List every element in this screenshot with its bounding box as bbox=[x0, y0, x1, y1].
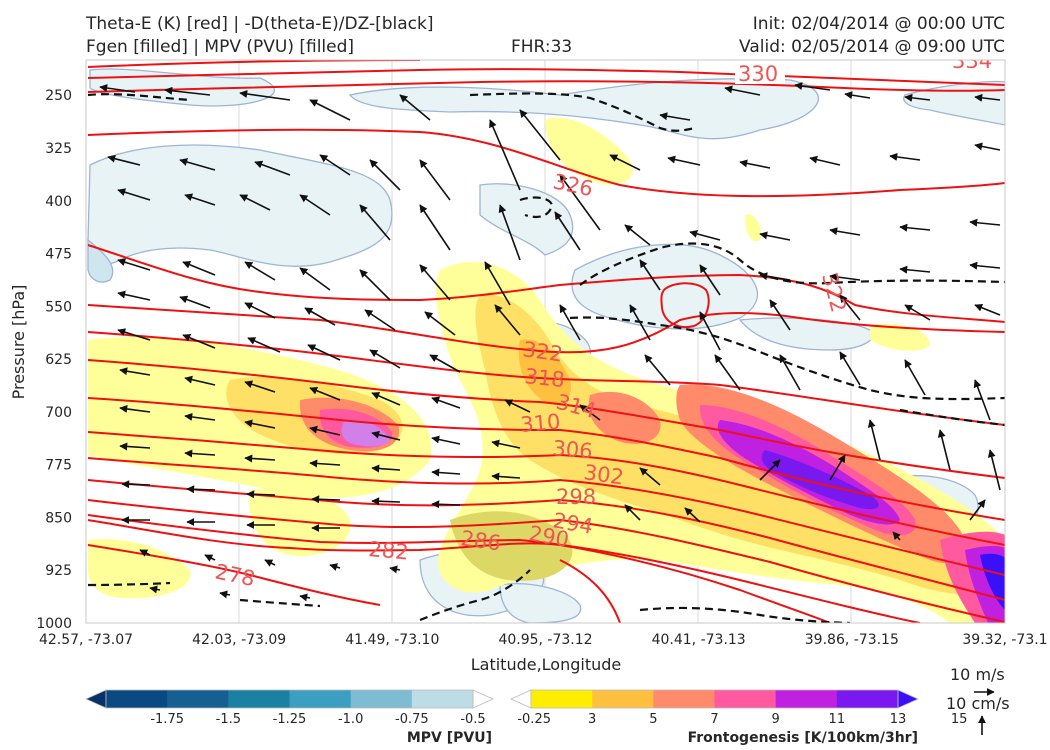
mpv-colorbar-min-extension bbox=[85, 689, 107, 709]
fgen-colorbar-tick: 15 bbox=[951, 712, 968, 727]
fgen-colorbar-segment bbox=[714, 690, 777, 708]
x-tick-label: 39.32, -73.1 bbox=[962, 632, 1047, 648]
y-tick-label: 625 bbox=[45, 352, 72, 368]
mpv-colorbar-tick: -0.75 bbox=[395, 712, 429, 727]
fgen-colorbar-tick: 5 bbox=[649, 712, 657, 727]
fgen-colorbar-segment bbox=[836, 690, 899, 708]
x-tick-label: 42.57, -73.07 bbox=[39, 632, 133, 648]
theta-e-label: 306 bbox=[552, 436, 594, 463]
y-tick-label: 775 bbox=[45, 458, 72, 474]
fgen-colorbar-segment bbox=[592, 690, 654, 708]
fgen-colorbar-tick: 11 bbox=[829, 712, 846, 727]
mpv-colorbar-max-extension bbox=[472, 689, 494, 709]
mpv-colorbar-segment bbox=[350, 690, 413, 708]
mpv-colorbar-title: MPV [PVU] bbox=[407, 730, 492, 746]
theta-e-label: 334 bbox=[952, 49, 992, 73]
mpv-colorbar-tick: -1.5 bbox=[216, 712, 241, 727]
fgen-colorbar-segment bbox=[775, 690, 838, 708]
vector-reference-key: 10 m/s 10 cm/s bbox=[946, 665, 1010, 735]
fgen-colorbar-min-extension bbox=[510, 689, 532, 709]
mpv-colorbar-segment bbox=[228, 690, 290, 708]
theta-e-label: 318 bbox=[523, 364, 565, 392]
theta-e-label: 330 bbox=[738, 62, 778, 86]
fgen-colorbar-segment bbox=[653, 690, 715, 708]
y-axis-label: Pressure [hPa] bbox=[9, 285, 28, 400]
theta-e-label: 282 bbox=[368, 537, 410, 564]
fgen-colorbar: 3 5 7 9 11 13 15 bbox=[510, 689, 968, 727]
valid-time: Valid: 02/05/2014 @ 09:00 UTC bbox=[739, 37, 1005, 57]
fgen-colorbar-tick: 7 bbox=[710, 712, 718, 727]
y-tick-label: 400 bbox=[45, 194, 72, 210]
mpv-colorbar-segment bbox=[289, 690, 352, 708]
x-tick-label: 39.86, -73.15 bbox=[805, 632, 899, 648]
plot-area: 330 334 326 322 322 318 314 310 306 302 … bbox=[85, 49, 1006, 624]
chart-title-line1: Theta-E (K) [red] | -D(theta-E)/DZ-[blac… bbox=[86, 14, 434, 34]
mpv-colorbar: -1.75 -1.5 -1.25 -1.0 -0.75 -0.5 -0.25 bbox=[85, 689, 551, 727]
theta-e-label: 322 bbox=[521, 337, 564, 366]
y-tick-label: 250 bbox=[45, 88, 72, 104]
fgen-colorbar-segment bbox=[531, 690, 593, 708]
theta-e-label: 310 bbox=[519, 410, 561, 437]
y-tick-label: 475 bbox=[45, 247, 72, 263]
mpv-colorbar-segment bbox=[167, 690, 229, 708]
fgen-colorbar-max-extension bbox=[897, 689, 919, 709]
y-axis: 250 325 400 475 550 625 700 775 850 925 1000 bbox=[36, 88, 72, 632]
theta-e-label: 298 bbox=[556, 485, 596, 509]
x-tick-label: 41.49, -73.10 bbox=[345, 632, 439, 648]
theta-e-label: 302 bbox=[582, 460, 625, 489]
y-tick-label: 1000 bbox=[36, 616, 72, 632]
horizontal-reference-label: 10 m/s bbox=[950, 665, 1005, 684]
y-tick-label: 550 bbox=[45, 299, 72, 315]
fgen-colorbar-tick: 3 bbox=[588, 712, 596, 727]
wind-vectors bbox=[99, 82, 1001, 602]
mpv-colorbar-segment bbox=[106, 690, 168, 708]
y-tick-label: 700 bbox=[45, 405, 72, 421]
mpv-colorbar-segment bbox=[411, 690, 474, 708]
mpv-colorbar-tick: -1.25 bbox=[273, 712, 307, 727]
fgen-colorbar-tick: 9 bbox=[772, 712, 780, 727]
mpv-colorbar-tick: -0.25 bbox=[517, 712, 551, 727]
y-tick-label: 325 bbox=[45, 141, 72, 157]
forecast-hour: FHR:33 bbox=[511, 37, 573, 57]
fgen-colorbar-tick: 13 bbox=[890, 712, 907, 727]
mpv-colorbar-tick: -0.5 bbox=[460, 712, 485, 727]
y-tick-label: 850 bbox=[45, 510, 72, 526]
x-tick-label: 42.03, -73.09 bbox=[192, 632, 286, 648]
theta-e-label: 286 bbox=[459, 526, 502, 555]
x-axis-label: Latitude,Longitude bbox=[471, 655, 622, 674]
x-tick-label: 40.41, -73.13 bbox=[652, 632, 746, 648]
x-tick-label: 40.95, -73.12 bbox=[498, 632, 592, 648]
fgen-colorbar-title: Frontogenesis [K/100km/3hr] bbox=[688, 730, 918, 746]
x-axis: 42.57, -73.07 42.03, -73.09 41.49, -73.10 4… bbox=[39, 632, 1048, 648]
mpv-colorbar-tick: -1.0 bbox=[338, 712, 363, 727]
chart-title-line2: Fgen [filled] | MPV (PVU) [filled] bbox=[86, 37, 355, 57]
y-tick-label: 925 bbox=[45, 563, 72, 579]
init-time: Init: 02/04/2014 @ 00:00 UTC bbox=[752, 14, 1005, 34]
vertical-reference-label: 10 cm/s bbox=[946, 694, 1010, 713]
mpv-colorbar-tick: -1.75 bbox=[150, 712, 184, 727]
